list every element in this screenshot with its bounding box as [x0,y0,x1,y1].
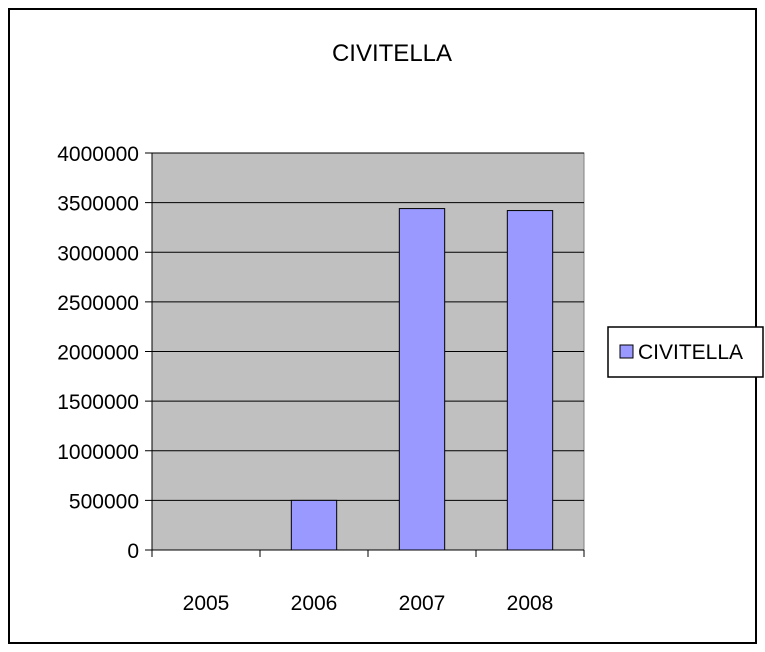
axes [145,152,585,557]
y-tick-label: 3500000 [57,193,139,216]
x-tick-label: 2006 [291,592,338,615]
chart-title: CIVITELLA [332,40,452,67]
x-tick-labels: 2005 2006 2007 2008 [183,592,554,615]
y-tick-label: 1500000 [57,391,139,414]
bar-2006 [290,499,338,551]
y-tick-label: 2000000 [57,342,139,365]
x-tick-label: 2005 [183,592,230,615]
legend-label: CIVITELLA [638,341,743,364]
bar-2007 [398,208,446,551]
y-tick-label: 500000 [69,490,139,513]
y-tick-label: 1000000 [57,441,139,464]
y-tick-label: 4000000 [57,143,139,166]
x-tick-label: 2007 [399,592,446,615]
y-tick-label: 2500000 [57,292,139,315]
legend: CIVITELLA [607,326,764,378]
bar-2008 [506,210,554,551]
y-tick-labels: 0 500000 1000000 1500000 2000000 2500000 30000… [57,143,139,563]
x-tick-label: 2008 [507,592,554,615]
y-tick-label: 0 [127,540,139,563]
legend-swatch [619,344,634,359]
bars [290,208,554,551]
y-tick-label: 3000000 [57,242,139,265]
legend-box [607,326,764,378]
